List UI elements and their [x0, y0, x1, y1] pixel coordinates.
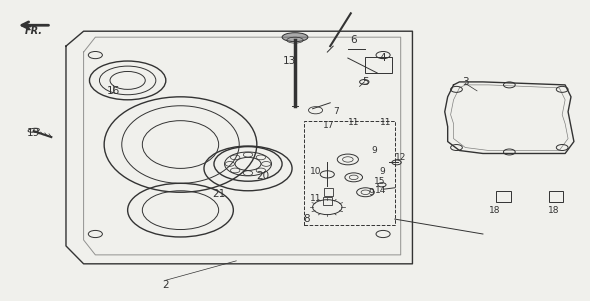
Text: 4: 4: [380, 53, 386, 63]
Text: 7: 7: [333, 107, 339, 116]
Text: 10: 10: [310, 167, 322, 176]
Text: 9: 9: [369, 188, 374, 197]
Text: FR.: FR.: [25, 26, 42, 36]
Text: 17: 17: [323, 121, 335, 130]
Bar: [496, 191, 510, 202]
Bar: [323, 197, 332, 205]
Text: 2: 2: [162, 280, 169, 290]
Text: 11: 11: [348, 118, 359, 127]
Text: 12: 12: [395, 154, 407, 163]
Bar: [365, 57, 392, 73]
Text: 16: 16: [106, 86, 120, 96]
Text: 18: 18: [489, 206, 500, 215]
Text: 9: 9: [371, 146, 377, 155]
Text: 3: 3: [462, 77, 468, 87]
Text: 14: 14: [375, 186, 386, 195]
Text: 20: 20: [256, 171, 269, 181]
Text: 11: 11: [381, 118, 392, 127]
Text: 19: 19: [27, 128, 40, 138]
Bar: [324, 188, 333, 196]
Text: 15: 15: [375, 177, 386, 186]
Text: 13: 13: [283, 56, 296, 66]
Text: 6: 6: [350, 35, 357, 45]
Text: 18: 18: [548, 206, 559, 215]
Text: 11: 11: [310, 194, 322, 203]
Text: 21: 21: [212, 189, 225, 199]
Ellipse shape: [282, 33, 308, 42]
Bar: [549, 191, 563, 202]
Bar: [304, 121, 395, 225]
Text: 9: 9: [379, 167, 385, 176]
Text: 5: 5: [362, 77, 369, 87]
Text: 8: 8: [303, 214, 310, 224]
